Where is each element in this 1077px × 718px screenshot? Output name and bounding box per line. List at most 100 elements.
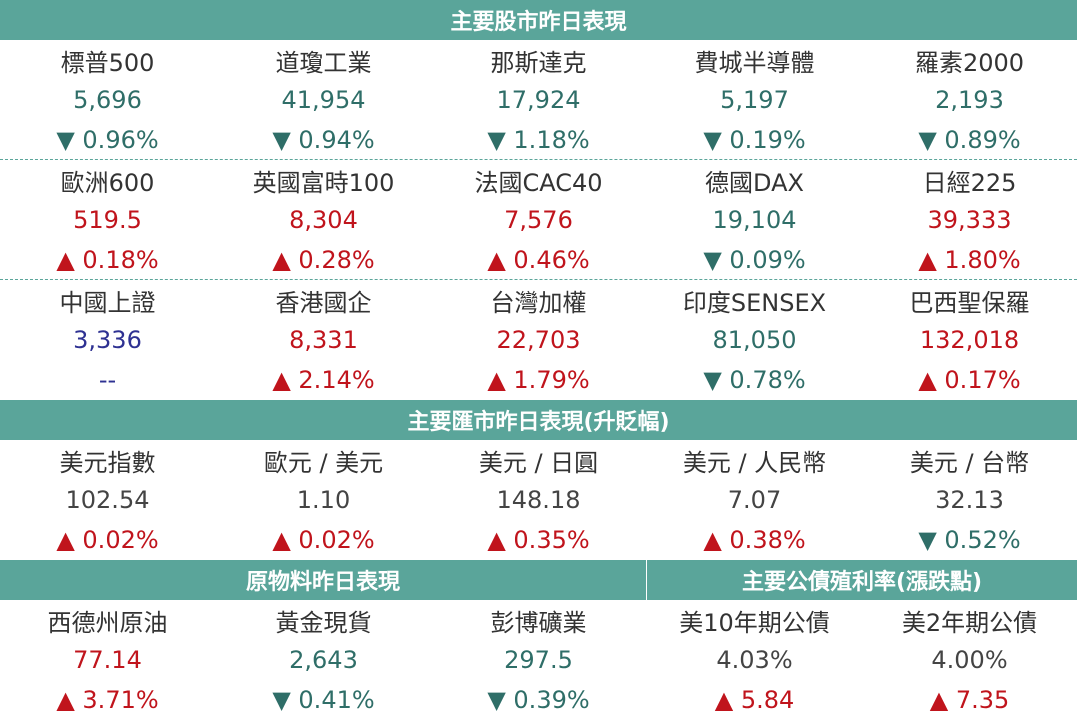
index-change: ▼ 0.78% [703, 366, 806, 394]
value-row: 102.54 1.10 148.18 7.07 32.13 [0, 480, 1077, 520]
commodity-name: 黃金現貨 [275, 608, 372, 637]
index-name: 台灣加權 [490, 288, 587, 317]
fx-change: ▲ 0.02% [272, 526, 375, 554]
name-row: 標普500 道瓊工業 那斯達克 費城半導體 羅素2000 [0, 40, 1077, 80]
stocks-section-header: 主要股市昨日表現 [0, 0, 1077, 40]
change-row: -- ▲ 2.14% ▲ 1.79% ▼ 0.78% ▲ 0.17% [0, 360, 1077, 400]
stocks-group-europe-japan: 歐洲600 英國富時100 法國CAC40 德國DAX 日經225 519.5 … [0, 160, 1077, 280]
fx-name: 美元指數 [59, 448, 156, 477]
change-row: ▲ 3.71% ▼ 0.41% ▼ 0.39% ▲ 5.84 ▲ 7.35 [0, 680, 1077, 718]
name-row: 美元指數 歐元 / 美元 美元 / 日圓 美元 / 人民幣 美元 / 台幣 [0, 440, 1077, 480]
index-value: 8,331 [289, 326, 358, 354]
index-value: 132,018 [919, 326, 1020, 354]
name-row: 西德州原油 黃金現貨 彭博礦業 美10年期公債 美2年期公債 [0, 600, 1077, 640]
bond-change: ▲ 7.35 [929, 686, 1010, 714]
index-value: 19,104 [712, 206, 797, 234]
fx-value: 7.07 [727, 486, 782, 514]
index-change: ▲ 1.79% [487, 366, 590, 394]
index-change: -- [98, 366, 117, 394]
header-divider [646, 560, 647, 600]
stocks-group-us: 標普500 道瓊工業 那斯達克 費城半導體 羅素2000 5,696 41,95… [0, 40, 1077, 160]
index-value: 2,193 [935, 86, 1004, 114]
value-row: 5,696 41,954 17,924 5,197 2,193 [0, 80, 1077, 120]
index-change: ▼ 0.89% [918, 126, 1021, 154]
commodity-value: 297.5 [504, 646, 573, 674]
bond-value: 4.03% [716, 646, 793, 674]
change-row: ▲ 0.02% ▲ 0.02% ▲ 0.35% ▲ 0.38% ▼ 0.52% [0, 520, 1077, 560]
commodity-value: 2,643 [289, 646, 358, 674]
bonds-section-header: 主要公債殖利率(漲跌點) [647, 560, 1077, 600]
bond-change: ▲ 5.84 [714, 686, 795, 714]
index-change: ▼ 0.96% [56, 126, 159, 154]
commodity-value: 77.14 [73, 646, 142, 674]
fx-change: ▼ 0.52% [918, 526, 1021, 554]
index-name: 中國上證 [59, 288, 156, 317]
index-value: 17,924 [496, 86, 581, 114]
fx-name: 美元 / 台幣 [909, 448, 1030, 477]
index-value: 5,696 [73, 86, 142, 114]
bond-value: 4.00% [931, 646, 1008, 674]
index-value: 8,304 [289, 206, 358, 234]
value-row: 519.5 8,304 7,576 19,104 39,333 [0, 200, 1077, 240]
dashed-divider [0, 159, 1077, 160]
bond-name: 美2年期公債 [901, 608, 1038, 637]
commodity-change: ▼ 0.41% [272, 686, 375, 714]
index-value: 81,050 [712, 326, 797, 354]
index-name: 羅素2000 [914, 48, 1025, 77]
index-name: 英國富時100 [252, 168, 395, 197]
index-change: ▲ 0.28% [272, 246, 375, 274]
commodities-bonds-group: 西德州原油 黃金現貨 彭博礦業 美10年期公債 美2年期公債 77.14 2,6… [0, 600, 1077, 718]
index-change: ▲ 0.18% [56, 246, 159, 274]
fx-value: 148.18 [496, 486, 581, 514]
fx-value: 102.54 [65, 486, 150, 514]
index-change: ▼ 0.94% [272, 126, 375, 154]
index-name: 那斯達克 [490, 48, 587, 77]
commodity-name: 彭博礦業 [490, 608, 587, 637]
name-row: 中國上證 香港國企 台灣加權 印度SENSEX 巴西聖保羅 [0, 280, 1077, 320]
fx-name: 歐元 / 美元 [263, 448, 384, 477]
index-name: 法國CAC40 [474, 168, 603, 197]
index-name: 印度SENSEX [682, 288, 827, 317]
fx-group: 美元指數 歐元 / 美元 美元 / 日圓 美元 / 人民幣 美元 / 台幣 10… [0, 440, 1077, 560]
value-row: 77.14 2,643 297.5 4.03% 4.00% [0, 640, 1077, 680]
commodity-name: 西德州原油 [47, 608, 168, 637]
index-name: 道瓊工業 [275, 48, 372, 77]
fx-change: ▲ 0.02% [56, 526, 159, 554]
index-change: ▲ 1.80% [918, 246, 1021, 274]
index-name: 標普500 [60, 48, 155, 77]
fx-change: ▲ 0.38% [703, 526, 806, 554]
index-change: ▲ 2.14% [272, 366, 375, 394]
index-change: ▼ 0.09% [703, 246, 806, 274]
name-row: 歐洲600 英國富時100 法國CAC40 德國DAX 日經225 [0, 160, 1077, 200]
change-row: ▲ 0.18% ▲ 0.28% ▲ 0.46% ▼ 0.09% ▲ 1.80% [0, 240, 1077, 280]
dashed-divider [0, 279, 1077, 280]
index-value: 519.5 [73, 206, 142, 234]
fx-value: 1.10 [296, 486, 351, 514]
fx-name: 美元 / 人民幣 [682, 448, 827, 477]
index-value: 22,703 [496, 326, 581, 354]
index-change: ▲ 0.46% [487, 246, 590, 274]
index-name: 香港國企 [275, 288, 372, 317]
index-value: 3,336 [73, 326, 142, 354]
index-name: 日經225 [922, 168, 1017, 197]
bond-name: 美10年期公債 [679, 608, 830, 637]
index-value: 7,576 [504, 206, 573, 234]
index-value: 5,197 [720, 86, 789, 114]
index-change: ▲ 0.17% [918, 366, 1021, 394]
index-value: 39,333 [927, 206, 1012, 234]
fx-value: 32.13 [935, 486, 1004, 514]
commodity-change: ▼ 0.39% [487, 686, 590, 714]
index-value: 41,954 [281, 86, 366, 114]
fx-section-header: 主要匯市昨日表現(升貶幅) [0, 400, 1077, 440]
index-name: 巴西聖保羅 [909, 288, 1030, 317]
stocks-group-emerging: 中國上證 香港國企 台灣加權 印度SENSEX 巴西聖保羅 3,336 8,33… [0, 280, 1077, 400]
value-row: 3,336 8,331 22,703 81,050 132,018 [0, 320, 1077, 360]
index-change: ▼ 0.19% [703, 126, 806, 154]
fx-name: 美元 / 日圓 [478, 448, 599, 477]
index-name: 費城半導體 [694, 48, 815, 77]
commodity-change: ▲ 3.71% [56, 686, 159, 714]
fx-change: ▲ 0.35% [487, 526, 590, 554]
change-row: ▼ 0.96% ▼ 0.94% ▼ 1.18% ▼ 0.19% ▼ 0.89% [0, 120, 1077, 160]
index-name: 德國DAX [705, 168, 804, 197]
